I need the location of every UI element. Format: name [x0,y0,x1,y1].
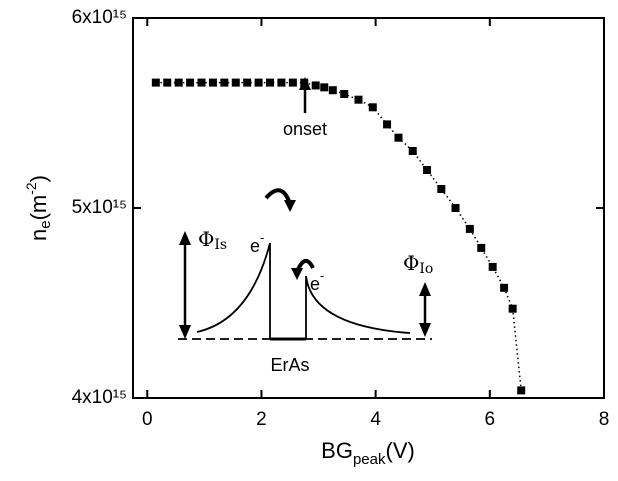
data-point [266,78,275,87]
e: e [310,274,320,294]
x-label-sub: peak [353,451,386,468]
data-point [254,78,263,87]
data-point [328,86,337,95]
barrier-left [196,242,271,339]
data-point [174,78,183,87]
data-point [311,81,320,90]
data-point [163,78,172,87]
x-label-unit: (V) [386,438,415,463]
data-point [488,262,497,271]
data-point [408,147,417,155]
data-point [394,133,403,142]
onset-label: onset [283,119,327,139]
x-tick-label: 4 [370,409,381,430]
data-point [423,166,432,174]
y-label-main: n [26,229,51,241]
x-tick-label: 2 [256,409,267,430]
y-tick-label: 6x10¹⁵ [72,7,127,28]
data-point [243,78,252,87]
y-tick-label: 4x10¹⁵ [72,387,127,408]
data-point [277,78,286,87]
data-point [508,304,517,313]
inset-diagram [178,188,432,341]
data-point [320,83,329,92]
data-point [231,78,240,87]
data-point [451,204,460,212]
phi-io-label: ΦIo [403,251,433,278]
data-point [383,120,392,129]
phi-sub: Is [214,237,227,253]
data-point [465,224,474,233]
arrowhead [419,323,431,337]
y-label-close: ) [26,175,51,182]
phi: Φ [403,251,419,275]
phi-sub: Io [419,261,433,277]
x-tick-label: 6 [485,409,496,430]
electron-left: e- [250,230,264,255]
barrier-right [305,275,411,339]
y-label-sup: -2 [23,182,39,195]
data-point [517,386,526,395]
x-tick-label: 8 [599,409,610,430]
data-point [500,283,509,292]
data-point [197,78,206,87]
data-point [186,78,195,87]
data-point [368,103,377,112]
data-point [151,78,160,87]
e-sup: - [260,230,264,245]
data-point [437,185,446,193]
x-label-main: BG [321,438,353,463]
inset-arrowheads [179,200,431,339]
data-point [300,78,309,87]
electron-right: e- [310,268,324,293]
phi: Φ [198,227,214,251]
data-point [208,78,217,87]
e-sup: - [320,268,324,283]
arrowhead [284,200,296,212]
data-point [354,95,363,104]
arrowhead [179,325,191,339]
x-axis-label: BGpeak(V) [321,438,415,468]
data-point [477,243,486,252]
data-point [288,78,297,87]
plot-frame [132,17,605,399]
phi-is-label: ΦIs [198,227,227,254]
data-point [340,90,349,98]
y-label-sub: e [37,220,54,228]
arrowhead [179,231,191,245]
arrowhead [291,268,303,280]
eras-label: ErAs [270,355,309,375]
y-label-unit: (m [26,195,51,221]
x-tick-label: 0 [142,409,153,430]
data-point [220,78,229,87]
y-axis-label: ne(m-2) [23,175,54,241]
arrowhead [419,282,431,296]
e: e [250,236,260,256]
y-tick-label: 5x10¹⁵ [72,197,127,218]
